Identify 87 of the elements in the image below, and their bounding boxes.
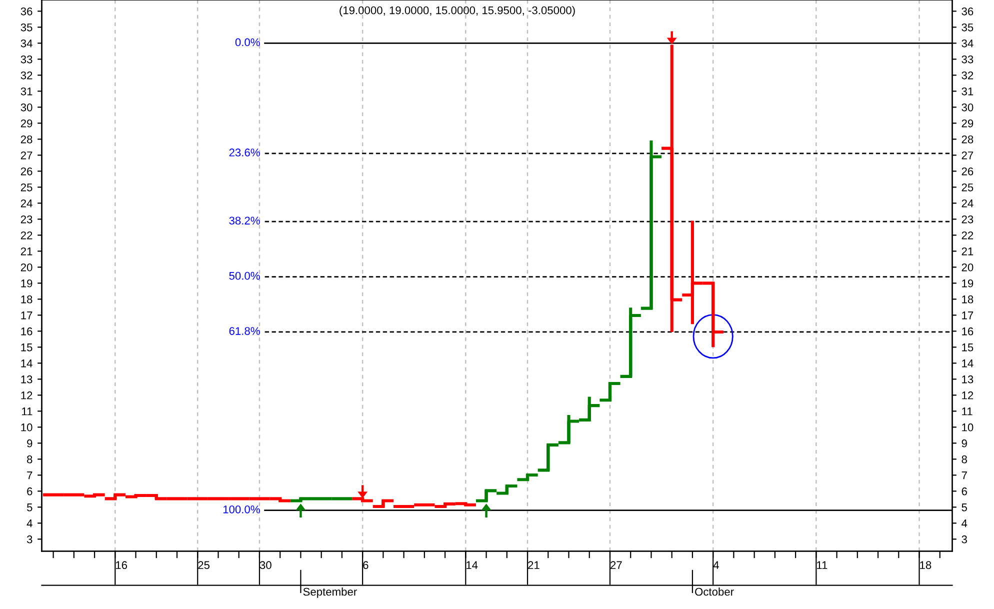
y2-tick-label: 33 [962,55,974,64]
annotation: 61.8% [229,327,260,335]
text: October [695,588,734,596]
annotation: 50.0% [229,272,260,280]
y2-tick-label: 7 [962,472,967,480]
y2-tick-label: 21 [962,247,974,256]
y-tick-label: 26 [20,167,32,176]
text: (19.0000, 19.0000, 15.0000, 15.9500, -3.05000) [340,6,575,16]
y2-tick-label: 30 [962,103,974,112]
y2-tick-label: 22 [962,231,974,240]
y2-tick-label: 32 [962,71,974,80]
y-tick-label: 11 [22,408,32,416]
y-tick-label: 24 [20,199,32,208]
y-tick-label: 25 [20,183,32,192]
y-tick-label: 19 [21,279,32,288]
y2-tick-label: 17 [962,312,974,320]
y-tick-label: 31 [20,87,32,96]
x-tick-label: 4 [713,561,719,569]
y-tick-label: 9 [27,439,32,448]
y-tick-label: 15 [21,344,32,352]
annotation: 38.2% [229,216,260,225]
y2-tick-label: 18 [962,295,974,304]
y2-tick-label: 20 [962,263,974,272]
y-tick-label: 16 [21,327,32,336]
y-tick-label: 10 [21,423,32,432]
y-tick-label: 21 [20,247,32,256]
x-tick-label: 27 [610,561,622,569]
x-tick-label: 14 [466,561,478,569]
y-tick-label: 29 [20,119,32,128]
y-tick-label: 33 [20,55,32,64]
y2-tick-label: 31 [962,87,974,96]
x-tick-label: 16 [116,561,128,570]
y2-tick-label: 23 [962,215,974,224]
y2-tick-label: 4 [962,520,968,528]
text: September [303,588,357,598]
y-tick-label: 6 [27,487,32,496]
y-tick-label: 7 [27,472,32,480]
x-tick-label: 6 [363,561,368,570]
y2-tick-label: 13 [962,375,974,384]
y2-tick-label: 28 [962,135,974,144]
x-tick-label: 18 [920,561,932,570]
annotation: 23.6% [229,148,260,156]
y-tick-label: 3 [26,535,32,544]
y-tick-label: 36 [20,7,32,16]
x-tick-label: 11 [817,561,828,569]
y-tick-label: 17 [21,312,32,320]
y-tick-label: 20 [20,263,32,272]
y-tick-label: 22 [20,231,32,240]
y-tick-label: 23 [20,215,32,224]
y2-tick-label: 5 [962,504,967,512]
y2-tick-label: 10 [962,423,974,432]
x-tick-label: 21 [528,561,540,569]
y-tick-label: 32 [20,71,32,80]
annotation: 100.0% [223,505,260,514]
y-tick-label: 18 [21,295,32,304]
y-tick-label: 28 [20,135,32,144]
y-tick-label: 35 [20,23,32,32]
y2-tick-label: 24 [962,199,974,208]
y2-tick-label: 14 [962,360,974,368]
y-tick-label: 12 [21,391,32,400]
x-tick-label: 30 [260,561,272,570]
y-tick-label: 13 [21,375,32,384]
y2-tick-label: 19 [962,279,974,288]
y2-tick-label: 16 [962,327,974,336]
y-tick-label: 14 [21,360,32,368]
y-tick-label: 5 [26,504,32,512]
y2-tick-label: 6 [962,487,967,496]
y2-tick-label: 35 [962,23,974,32]
y2-tick-label: 34 [962,39,974,48]
y-tick-label: 27 [20,151,32,160]
y2-tick-label: 15 [962,344,974,352]
y2-tick-label: 36 [962,7,974,16]
y-tick-label: 4 [26,520,32,528]
y-tick-label: 30 [20,103,32,112]
y-tick-label: 34 [20,39,32,48]
y2-tick-label: 11 [962,408,972,416]
y2-tick-label: 9 [962,439,967,448]
y2-tick-label: 8 [962,455,967,464]
y2-tick-label: 25 [962,183,974,192]
y2-tick-label: 3 [962,535,967,544]
y2-tick-label: 12 [962,391,974,400]
y2-tick-label: 29 [962,119,974,128]
x-tick-label: 25 [198,561,210,570]
annotation: 0.0% [235,38,260,46]
y2-tick-label: 27 [962,151,974,160]
y2-tick-label: 26 [962,167,974,176]
y-tick-label: 8 [27,455,32,464]
